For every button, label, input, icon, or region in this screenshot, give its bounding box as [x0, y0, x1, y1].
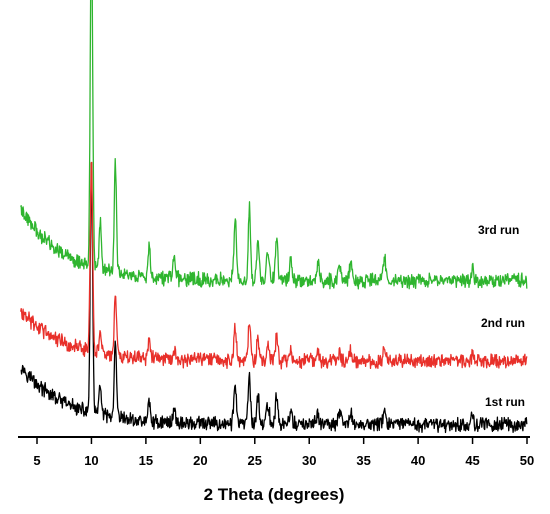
x-axis: 5 10 15 20 25 30 35 40 45 50 [18, 436, 534, 468]
x-axis-ticks: 5 10 15 20 25 30 35 40 45 50 [33, 437, 534, 468]
x-tick-label: 25 [248, 453, 262, 468]
x-tick-label: 15 [139, 453, 153, 468]
x-tick-label: 35 [356, 453, 370, 468]
x-tick-label: 10 [84, 453, 98, 468]
series-lines [20, 0, 528, 434]
series-label: 1st run [485, 395, 525, 409]
series-labels: 1st run 2nd run 3rd run [478, 223, 525, 409]
series-label: 2nd run [481, 316, 525, 330]
series-line-2 [20, 161, 528, 370]
series-line-1 [20, 181, 528, 434]
x-tick-label: 20 [193, 453, 207, 468]
series-label: 3rd run [478, 223, 519, 237]
x-tick-label: 50 [520, 453, 534, 468]
x-tick-label: 45 [465, 453, 479, 468]
x-tick-label: 30 [302, 453, 316, 468]
series-line-3 [20, 0, 528, 290]
x-tick-label: 40 [411, 453, 425, 468]
x-axis-title: 2 Theta (degrees) [204, 485, 345, 504]
x-tick-label: 5 [33, 453, 40, 468]
